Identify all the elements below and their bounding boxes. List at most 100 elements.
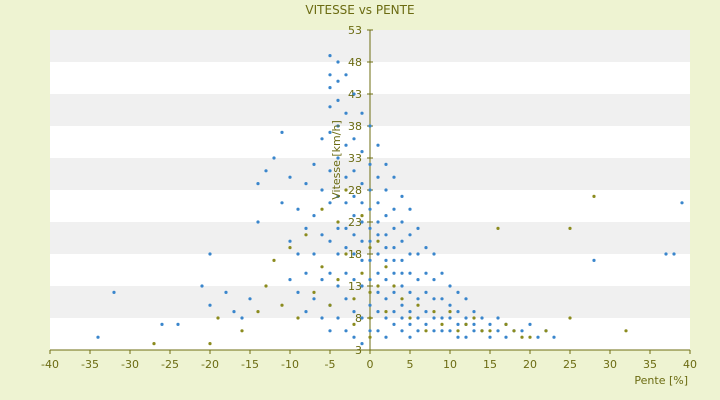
data-point-blue — [416, 297, 420, 301]
data-point-blue — [336, 124, 340, 128]
data-point-blue — [416, 329, 420, 333]
data-point-blue — [344, 143, 348, 147]
data-point-blue — [400, 303, 404, 307]
data-point-blue — [336, 156, 340, 160]
data-point-olive — [368, 316, 372, 320]
data-point-blue — [368, 162, 372, 166]
data-point-blue — [336, 284, 340, 288]
data-point-olive — [256, 310, 260, 314]
data-point-blue — [320, 233, 324, 237]
data-point-blue — [456, 335, 460, 339]
data-point-blue — [96, 335, 100, 339]
x-tick-label: 35 — [643, 358, 657, 371]
data-point-olive — [280, 303, 284, 307]
data-point-blue — [360, 182, 364, 186]
data-point-blue — [160, 322, 164, 326]
data-point-olive — [312, 290, 316, 294]
data-point-blue — [352, 278, 356, 282]
data-point-olive — [288, 246, 292, 250]
data-point-olive — [360, 271, 364, 275]
data-point-olive — [360, 214, 364, 218]
data-point-blue — [352, 310, 356, 314]
data-point-blue — [392, 271, 396, 275]
data-point-blue — [328, 239, 332, 243]
data-point-blue — [344, 201, 348, 205]
data-point-blue — [368, 303, 372, 307]
data-point-blue — [376, 143, 380, 147]
data-point-olive — [504, 322, 508, 326]
data-point-blue — [320, 278, 324, 282]
data-point-olive — [456, 329, 460, 333]
data-point-blue — [304, 310, 308, 314]
x-tick-label: -30 — [121, 358, 139, 371]
data-point-blue — [280, 201, 284, 205]
data-point-olive — [384, 265, 388, 269]
data-point-blue — [392, 310, 396, 314]
data-point-blue — [392, 226, 396, 230]
data-point-blue — [400, 258, 404, 262]
data-point-blue — [384, 278, 388, 282]
data-point-blue — [200, 284, 204, 288]
data-point-blue — [208, 303, 212, 307]
data-point-olive — [152, 342, 156, 346]
data-point-blue — [400, 220, 404, 224]
data-point-olive — [528, 335, 532, 339]
data-point-blue — [376, 271, 380, 275]
data-point-olive — [416, 303, 420, 307]
data-point-olive — [320, 265, 324, 269]
data-point-blue — [432, 329, 436, 333]
data-point-blue — [416, 316, 420, 320]
data-point-blue — [464, 316, 468, 320]
data-point-blue — [408, 290, 412, 294]
data-point-olive — [240, 329, 244, 333]
data-point-blue — [376, 329, 380, 333]
data-point-olive — [352, 322, 356, 326]
data-point-blue — [416, 226, 420, 230]
data-point-blue — [424, 310, 428, 314]
data-point-blue — [408, 207, 412, 211]
data-point-olive — [320, 207, 324, 211]
data-point-blue — [464, 335, 468, 339]
x-tick-label: -35 — [81, 358, 99, 371]
x-axis-ticks: -40 -35 -30 -25 -20 -15 -10 -5 0 5 10 15 20 25 30 35 40 — [41, 350, 697, 371]
data-point-blue — [360, 316, 364, 320]
data-point-olive — [328, 303, 332, 307]
data-point-blue — [240, 316, 244, 320]
data-point-blue — [376, 220, 380, 224]
data-point-blue — [528, 322, 532, 326]
data-point-blue — [288, 239, 292, 243]
data-points — [96, 54, 684, 346]
data-point-blue — [344, 226, 348, 230]
data-point-blue — [440, 297, 444, 301]
data-point-blue — [328, 86, 332, 90]
data-point-olive — [448, 310, 452, 314]
data-point-blue — [416, 278, 420, 282]
data-point-blue — [448, 329, 452, 333]
data-point-blue — [384, 297, 388, 301]
data-point-blue — [352, 194, 356, 198]
data-point-olive — [512, 329, 516, 333]
data-point-blue — [360, 239, 364, 243]
data-point-blue — [296, 207, 300, 211]
data-point-blue — [368, 124, 372, 128]
data-point-blue — [328, 73, 332, 77]
data-point-blue — [224, 290, 228, 294]
data-point-olive — [488, 329, 492, 333]
data-point-blue — [392, 258, 396, 262]
x-tick-label: -40 — [41, 358, 59, 371]
data-point-blue — [280, 130, 284, 134]
data-point-blue — [344, 111, 348, 115]
data-point-blue — [400, 329, 404, 333]
data-point-olive — [520, 335, 524, 339]
data-point-blue — [312, 252, 316, 256]
data-point-blue — [448, 303, 452, 307]
data-point-blue — [392, 322, 396, 326]
data-point-blue — [520, 329, 524, 333]
data-point-blue — [336, 98, 340, 102]
data-point-blue — [352, 214, 356, 218]
x-tick-label: -5 — [325, 358, 336, 371]
data-point-blue — [304, 226, 308, 230]
data-point-blue — [304, 271, 308, 275]
data-point-blue — [440, 329, 444, 333]
